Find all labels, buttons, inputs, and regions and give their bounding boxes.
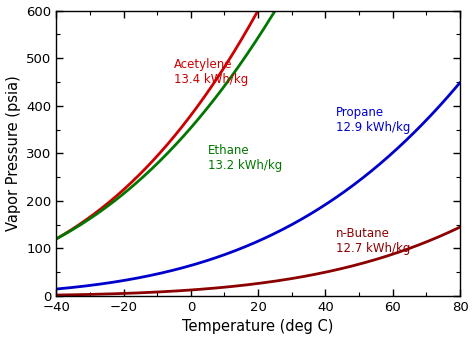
X-axis label: Temperature (deg C): Temperature (deg C) xyxy=(182,320,334,335)
Y-axis label: Vapor Pressure (psia): Vapor Pressure (psia) xyxy=(6,75,20,231)
Text: n-Butane
12.7 kWh/kg: n-Butane 12.7 kWh/kg xyxy=(336,227,410,255)
Text: Ethane
13.2 kWh/kg: Ethane 13.2 kWh/kg xyxy=(208,144,282,172)
Text: Acetylene
13.4 kWh/kg: Acetylene 13.4 kWh/kg xyxy=(174,58,248,86)
Text: Propane
12.9 kWh/kg: Propane 12.9 kWh/kg xyxy=(336,106,410,134)
